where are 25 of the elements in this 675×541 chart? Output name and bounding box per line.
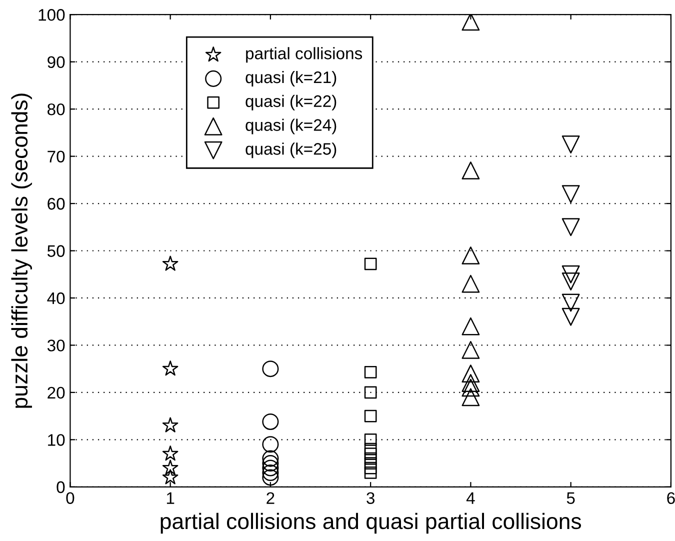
x-tick-label: 2 [266, 492, 274, 504]
y-tick-label: 80 [48, 103, 65, 116]
y-tick-label: 100 [38, 9, 65, 21]
y-tick-label: 0 [56, 481, 65, 494]
x-tick-label: 0 [66, 492, 74, 504]
x-tick-label: 5 [566, 492, 575, 504]
x-axis-title: partial collisions and quasi partial collisions [160, 512, 582, 534]
y-tick-label: 90 [48, 56, 65, 68]
legend-label: quasi (k=21) [246, 70, 336, 87]
y-tick-label: 70 [48, 150, 65, 162]
legend-label: quasi (k=25) [246, 142, 336, 158]
legend-label: partial collisions [246, 47, 362, 63]
y-tick-label: 10 [48, 434, 65, 446]
y-tick-label: 50 [47, 245, 65, 257]
y-tick-label: 40 [47, 292, 65, 304]
y-tick-label: 30 [47, 340, 65, 352]
x-tick-label: 3 [366, 492, 374, 504]
x-tick-label: 4 [466, 492, 475, 504]
y-axis-title: puzzle difficulty levels (seconds) [11, 94, 32, 408]
x-tick-label: 6 [667, 492, 675, 504]
legend-label: quasi (k=22) [246, 94, 336, 110]
y-tick-label: 20 [48, 386, 65, 399]
y-tick-label: 60 [48, 198, 65, 210]
x-tick-label: 1 [166, 492, 174, 504]
legend-label: quasi (k=24) [246, 118, 336, 134]
